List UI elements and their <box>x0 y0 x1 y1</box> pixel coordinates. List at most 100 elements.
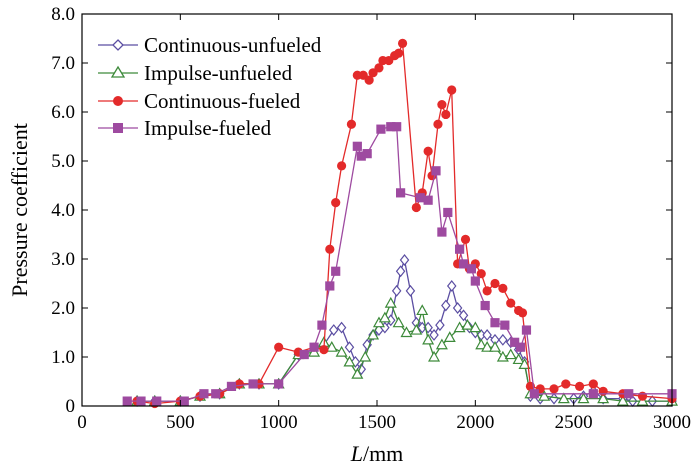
data-point <box>336 321 347 334</box>
x-tick-label: 1000 <box>260 412 298 433</box>
data-point <box>386 122 396 132</box>
data-point <box>416 304 429 316</box>
data-point <box>455 244 465 254</box>
data-point <box>437 100 447 110</box>
legend-label: Impulse-fueled <box>144 116 272 140</box>
legend-item-continuous-unfueled: Continuous-unfueled <box>98 33 322 57</box>
data-point <box>405 284 416 297</box>
data-point <box>557 392 570 404</box>
data-point <box>431 166 441 176</box>
data-point <box>500 320 510 330</box>
y-tick-label: 8.0 <box>51 4 75 25</box>
data-point <box>549 384 559 394</box>
data-point <box>423 195 433 205</box>
data-point <box>362 149 372 159</box>
data-point <box>122 396 132 406</box>
data-point <box>136 396 146 406</box>
data-point <box>309 342 319 352</box>
data-point <box>480 300 490 311</box>
series-line <box>137 302 672 402</box>
data-point <box>351 367 364 379</box>
data-point <box>469 321 482 333</box>
data-point <box>317 320 327 330</box>
data-point <box>226 381 237 391</box>
data-point <box>337 161 347 171</box>
data-point <box>429 328 439 341</box>
data-point <box>470 276 480 286</box>
data-point <box>515 342 526 352</box>
data-point <box>597 392 610 404</box>
circle-marker-icon <box>113 96 123 106</box>
data-point <box>400 326 413 338</box>
data-point <box>598 386 608 396</box>
data-point <box>518 358 531 369</box>
y-tick-label: 6.0 <box>51 102 75 123</box>
data-point <box>356 151 366 161</box>
data-point <box>335 345 348 357</box>
data-point <box>378 311 391 323</box>
data-point <box>396 188 406 198</box>
data-point <box>435 319 445 332</box>
data-point <box>392 122 402 132</box>
y-tick-label: 7.0 <box>51 53 75 74</box>
x-tick-label: 3000 <box>653 412 691 433</box>
data-point <box>325 244 335 254</box>
x-tick-label: 2000 <box>456 412 494 433</box>
data-point <box>331 198 341 208</box>
data-point <box>441 299 451 312</box>
data-point <box>506 298 516 308</box>
data-point <box>325 340 338 352</box>
data-point <box>577 392 590 404</box>
data-point <box>394 48 404 58</box>
data-point <box>574 381 585 391</box>
data-point <box>248 379 258 389</box>
data-point <box>391 284 402 297</box>
data-point <box>498 333 508 346</box>
data-point <box>397 38 408 49</box>
data-point <box>458 309 469 322</box>
data-point <box>490 318 500 328</box>
data-point <box>452 302 463 314</box>
data-point <box>482 328 492 341</box>
legend: Continuous-unfueled Impulse-unfueled Con… <box>98 33 322 140</box>
y-tick-label: 2.0 <box>51 298 75 319</box>
data-point <box>481 340 494 352</box>
data-point <box>512 353 525 365</box>
data-point <box>359 350 372 362</box>
data-point <box>411 202 421 213</box>
data-point <box>447 85 457 95</box>
data-point <box>374 63 384 73</box>
y-tick-label: 5.0 <box>51 151 75 172</box>
data-point <box>529 389 539 399</box>
x-tick-label: 2500 <box>555 412 593 433</box>
data-point <box>510 337 520 347</box>
data-point <box>367 328 380 340</box>
data-point <box>482 286 492 296</box>
data-point <box>331 266 341 276</box>
data-point <box>415 193 425 203</box>
data-point <box>504 348 517 360</box>
data-point <box>199 389 209 399</box>
data-point <box>319 345 329 355</box>
legend-label: Continuous-fueled <box>144 89 301 113</box>
data-point <box>588 389 598 399</box>
data-point <box>152 396 162 406</box>
data-point <box>446 279 457 292</box>
data-point <box>423 146 433 156</box>
data-point <box>179 396 189 406</box>
data-point <box>395 265 406 278</box>
legend-item-impulse-fueled: Impulse-fueled <box>98 116 272 140</box>
data-point <box>443 207 453 218</box>
data-point <box>461 318 474 330</box>
x-tick-label: 1500 <box>358 412 396 433</box>
plot-background <box>82 14 672 406</box>
data-point <box>616 394 629 406</box>
data-point <box>476 269 486 279</box>
data-point <box>428 350 441 362</box>
data-point <box>376 124 386 134</box>
legend-label: Impulse-unfueled <box>144 61 293 85</box>
data-point <box>498 283 508 293</box>
data-point <box>624 389 634 399</box>
square-marker-icon <box>113 123 123 133</box>
data-point <box>561 379 571 389</box>
